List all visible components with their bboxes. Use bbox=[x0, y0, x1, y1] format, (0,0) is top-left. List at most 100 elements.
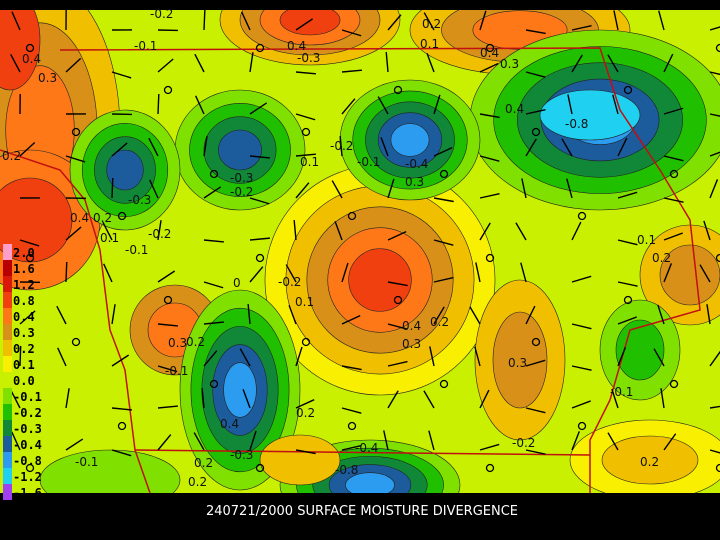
contour-label: -0.1 bbox=[134, 39, 157, 53]
wind-barb bbox=[203, 10, 206, 31]
calm-station bbox=[117, 421, 127, 431]
wind-barb bbox=[703, 220, 711, 241]
wind-barb bbox=[295, 449, 316, 455]
legend-swatch bbox=[3, 308, 12, 324]
calm-station bbox=[439, 169, 449, 179]
wind-barb bbox=[663, 155, 684, 162]
wind-barb bbox=[607, 54, 619, 73]
wind-barb bbox=[566, 178, 573, 199]
calm-station bbox=[715, 43, 720, 53]
legend-label: -0.4 bbox=[13, 438, 42, 452]
contour-label: 0.1 bbox=[300, 155, 319, 169]
wind-barb bbox=[571, 431, 580, 451]
calm-station bbox=[301, 127, 311, 137]
wind-barb bbox=[111, 304, 116, 325]
wind-barb bbox=[617, 281, 638, 287]
calm-station bbox=[255, 253, 265, 263]
calm-station bbox=[25, 43, 35, 53]
calm-station bbox=[347, 211, 357, 221]
wind-barb bbox=[479, 113, 500, 119]
contour-label: -0.3 bbox=[230, 171, 253, 185]
wind-barb bbox=[525, 359, 546, 367]
wind-barb bbox=[433, 146, 453, 157]
wind-barb bbox=[249, 155, 270, 159]
contour-label: -0.3 bbox=[297, 51, 320, 65]
contour-label: -0.1 bbox=[610, 385, 633, 399]
calm-station bbox=[623, 295, 633, 305]
wind-barb bbox=[288, 304, 297, 325]
legend: 2.0 1.6 1.2 0.8 0.4 0.3 0.2 0.1 0.0 -0.1 -0.2 -0.3 -… bbox=[3, 244, 42, 500]
wind-barb bbox=[571, 400, 591, 409]
contour-region bbox=[601, 435, 699, 485]
contour-label: 0.2 bbox=[422, 17, 441, 31]
wind-barb bbox=[149, 179, 159, 199]
wind-barb bbox=[341, 98, 356, 115]
wind-barb bbox=[19, 239, 40, 247]
wind-barb bbox=[203, 239, 224, 243]
contour-label: -0.2 bbox=[330, 139, 353, 153]
contour-label: 0.2 bbox=[652, 251, 671, 265]
wind-barb bbox=[479, 192, 500, 199]
wind-barb bbox=[567, 94, 573, 115]
wind-barb bbox=[387, 230, 407, 241]
contour-region bbox=[218, 129, 262, 171]
contour-label: -0.1 bbox=[357, 155, 380, 169]
wind-barb bbox=[285, 264, 297, 283]
wind-barb bbox=[295, 71, 316, 75]
wind-barb bbox=[429, 346, 435, 367]
legend-swatch bbox=[3, 260, 12, 276]
contour-label: 0.3 bbox=[405, 175, 424, 189]
contour-label: -0.8 bbox=[335, 463, 358, 477]
contour-label: -0.4 bbox=[405, 157, 428, 171]
wind-barb bbox=[423, 12, 435, 31]
wind-barb bbox=[157, 365, 178, 373]
state-border bbox=[134, 449, 591, 456]
wind-barb bbox=[341, 315, 361, 325]
wind-barb bbox=[612, 94, 619, 115]
legend-swatch bbox=[3, 436, 12, 452]
wind-barb bbox=[295, 182, 310, 199]
wind-barb bbox=[341, 365, 362, 371]
wind-barb bbox=[111, 142, 128, 157]
legend-label: 0.2 bbox=[13, 342, 35, 356]
contour-label: 0.2 bbox=[186, 335, 205, 349]
wind-barb bbox=[525, 407, 546, 414]
contour-label: 0.2 bbox=[194, 456, 213, 470]
wind-barb bbox=[525, 71, 546, 78]
wind-barb bbox=[617, 191, 638, 199]
wind-barb bbox=[663, 263, 673, 283]
wind-barb bbox=[479, 389, 490, 409]
calm-station bbox=[485, 463, 495, 473]
wind-barb bbox=[157, 270, 176, 283]
wind-barb bbox=[663, 53, 674, 73]
wind-barb bbox=[203, 186, 222, 199]
contour-label: -0.2 bbox=[278, 275, 301, 289]
wind-barb bbox=[293, 220, 297, 241]
calm-station bbox=[25, 253, 35, 263]
calm-station bbox=[715, 253, 720, 263]
wind-barb bbox=[475, 262, 481, 283]
wind-barb bbox=[521, 178, 527, 199]
wind-barb bbox=[203, 136, 208, 157]
contour-region bbox=[492, 311, 548, 409]
contour-label: 0.2 bbox=[640, 455, 659, 469]
wind-barb bbox=[111, 407, 132, 411]
calm-station bbox=[623, 85, 633, 95]
wind-barb bbox=[11, 431, 21, 451]
contour-label: -0.2 bbox=[150, 7, 173, 21]
contour-label: 0.4 bbox=[480, 46, 499, 60]
wind-barb bbox=[334, 221, 343, 241]
wind-barb bbox=[520, 262, 527, 283]
contour-region bbox=[0, 10, 41, 91]
wind-barb bbox=[617, 347, 627, 367]
wind-barb bbox=[111, 449, 132, 457]
contour-label: 0.1 bbox=[420, 37, 439, 51]
wind-barb bbox=[247, 304, 251, 325]
wind-barb bbox=[561, 138, 573, 157]
wind-barb bbox=[240, 11, 251, 31]
calm-station bbox=[577, 211, 587, 221]
wind-barb bbox=[525, 449, 546, 455]
wind-barb bbox=[295, 113, 316, 121]
wind-barb bbox=[699, 264, 711, 283]
legend-label: -1.6 bbox=[13, 486, 42, 500]
